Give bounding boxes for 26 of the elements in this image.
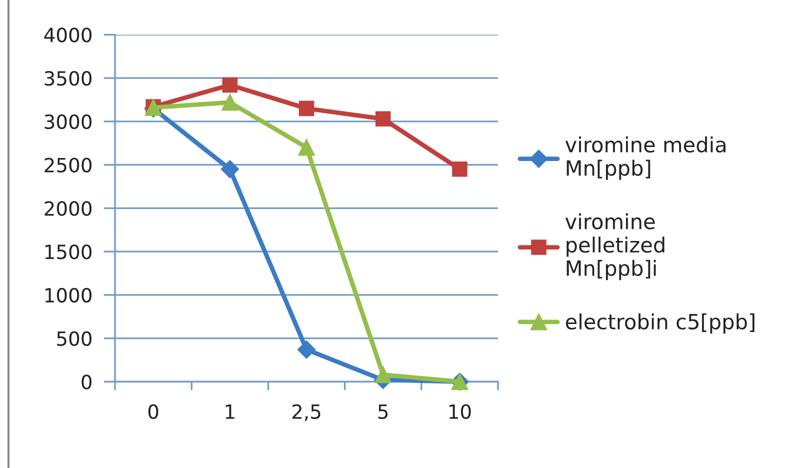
point <box>297 340 316 359</box>
y-tick-label: 3500 <box>44 71 92 86</box>
y-tick-label: 500 <box>57 331 92 346</box>
y-tick-label: 2000 <box>44 201 92 216</box>
point <box>222 77 238 93</box>
x-tick-label: 1 <box>226 404 234 419</box>
point <box>220 160 239 178</box>
point <box>298 100 314 116</box>
x-tick-label: 0 <box>148 404 158 419</box>
y-tick-label: 3000 <box>44 114 92 130</box>
point <box>375 111 391 126</box>
legend-label: viromine pelletized Mn[ppb]i <box>565 213 664 280</box>
legend-label: electrobin c5[ppb] <box>566 313 754 334</box>
point <box>374 366 392 384</box>
x-tick-label: 5 <box>378 404 388 419</box>
y-tick-label: 1000 <box>45 288 92 303</box>
x-tick-label: 10 <box>449 404 471 419</box>
y-tick-label: 0 <box>82 374 92 390</box>
y-tick-label: 4000 <box>44 28 92 42</box>
point <box>222 94 238 111</box>
point <box>298 139 315 156</box>
x-tick-label: 2,5 <box>292 404 320 421</box>
legend-label: viromine media Mn[ppb] <box>565 136 726 180</box>
y-tick-label: 2500 <box>44 158 92 172</box>
point <box>452 162 468 177</box>
y-tick-label: 1500 <box>45 244 92 260</box>
